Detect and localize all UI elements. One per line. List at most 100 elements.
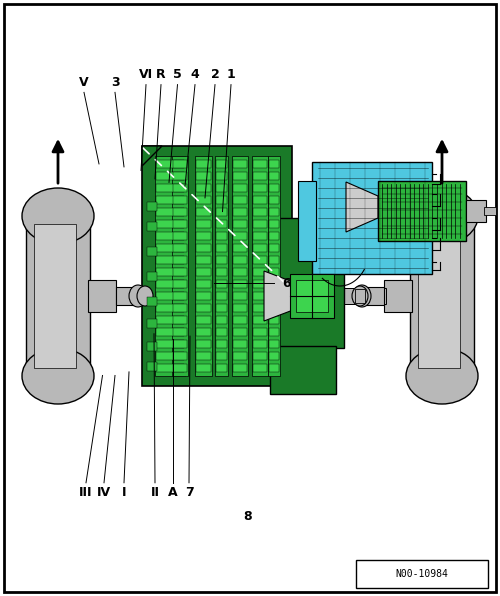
Bar bbox=[172, 156, 188, 376]
Bar bbox=[216, 292, 227, 300]
Bar bbox=[269, 208, 279, 216]
Bar bbox=[216, 196, 227, 204]
Bar bbox=[173, 244, 187, 252]
Text: A: A bbox=[168, 486, 177, 499]
Bar bbox=[269, 160, 279, 168]
Bar bbox=[147, 202, 157, 211]
Bar bbox=[156, 220, 184, 228]
Bar bbox=[233, 340, 247, 348]
Bar bbox=[173, 196, 187, 204]
Bar bbox=[196, 208, 211, 216]
Bar bbox=[147, 319, 157, 328]
Bar bbox=[216, 340, 227, 348]
Text: 4: 4 bbox=[190, 68, 200, 81]
Bar bbox=[173, 292, 187, 300]
Bar bbox=[216, 304, 227, 312]
Polygon shape bbox=[142, 146, 162, 166]
Bar bbox=[156, 256, 184, 264]
Text: N00-10984: N00-10984 bbox=[396, 569, 448, 579]
Bar bbox=[196, 292, 211, 300]
Bar bbox=[173, 328, 187, 336]
Bar bbox=[215, 156, 228, 376]
Bar bbox=[269, 316, 279, 324]
Ellipse shape bbox=[352, 286, 368, 306]
Text: 6: 6 bbox=[282, 277, 290, 290]
Bar bbox=[196, 184, 211, 192]
Bar bbox=[142, 146, 292, 386]
Bar bbox=[156, 280, 184, 288]
Bar bbox=[156, 172, 184, 180]
Bar bbox=[196, 340, 211, 348]
Text: 7: 7 bbox=[184, 486, 194, 499]
Bar bbox=[173, 364, 187, 372]
Bar bbox=[233, 256, 247, 264]
Bar bbox=[233, 196, 247, 204]
Bar bbox=[466, 200, 486, 222]
Bar bbox=[269, 364, 279, 372]
Bar bbox=[233, 304, 247, 312]
Bar bbox=[156, 160, 184, 168]
Bar bbox=[216, 232, 227, 240]
Bar bbox=[312, 162, 432, 274]
Bar bbox=[156, 196, 184, 204]
Bar bbox=[142, 288, 214, 304]
Text: IV: IV bbox=[97, 486, 111, 499]
Bar bbox=[216, 256, 227, 264]
Bar bbox=[156, 208, 184, 216]
Bar bbox=[233, 316, 247, 324]
Bar bbox=[156, 352, 184, 360]
Bar bbox=[253, 232, 267, 240]
Bar bbox=[233, 184, 247, 192]
Bar bbox=[269, 232, 279, 240]
Bar bbox=[262, 218, 344, 348]
Bar bbox=[269, 280, 279, 288]
Bar bbox=[156, 244, 184, 252]
Bar bbox=[269, 304, 279, 312]
Bar bbox=[269, 328, 279, 336]
Bar bbox=[253, 184, 267, 192]
Bar bbox=[253, 208, 267, 216]
Bar bbox=[253, 364, 267, 372]
Bar bbox=[298, 181, 316, 261]
Bar bbox=[378, 181, 466, 241]
Bar bbox=[269, 292, 279, 300]
Bar bbox=[270, 346, 336, 394]
Bar bbox=[356, 560, 488, 588]
Bar bbox=[147, 297, 157, 306]
Bar bbox=[253, 172, 267, 180]
Bar bbox=[196, 316, 211, 324]
Ellipse shape bbox=[22, 348, 94, 404]
Bar bbox=[253, 352, 267, 360]
Bar bbox=[196, 304, 211, 312]
Bar bbox=[26, 216, 90, 376]
Bar bbox=[253, 220, 267, 228]
Bar bbox=[156, 184, 184, 192]
Bar bbox=[173, 172, 187, 180]
Bar bbox=[173, 160, 187, 168]
Bar bbox=[173, 280, 187, 288]
Bar bbox=[173, 316, 187, 324]
Bar bbox=[216, 364, 227, 372]
Text: II: II bbox=[150, 486, 160, 499]
Bar bbox=[173, 232, 187, 240]
Bar bbox=[196, 196, 211, 204]
Bar bbox=[253, 280, 267, 288]
Bar bbox=[269, 196, 279, 204]
Bar bbox=[156, 340, 184, 348]
Bar bbox=[253, 256, 267, 264]
Polygon shape bbox=[264, 271, 330, 321]
Bar bbox=[269, 256, 279, 264]
Bar bbox=[253, 328, 267, 336]
Bar bbox=[233, 244, 247, 252]
Bar bbox=[253, 304, 267, 312]
Bar bbox=[252, 156, 268, 376]
Bar bbox=[196, 268, 211, 276]
Bar bbox=[173, 268, 187, 276]
Bar bbox=[233, 268, 247, 276]
Bar bbox=[216, 316, 227, 324]
Bar bbox=[269, 172, 279, 180]
Bar bbox=[116, 287, 134, 305]
Bar bbox=[216, 220, 227, 228]
Bar bbox=[156, 328, 184, 336]
Bar bbox=[196, 352, 211, 360]
